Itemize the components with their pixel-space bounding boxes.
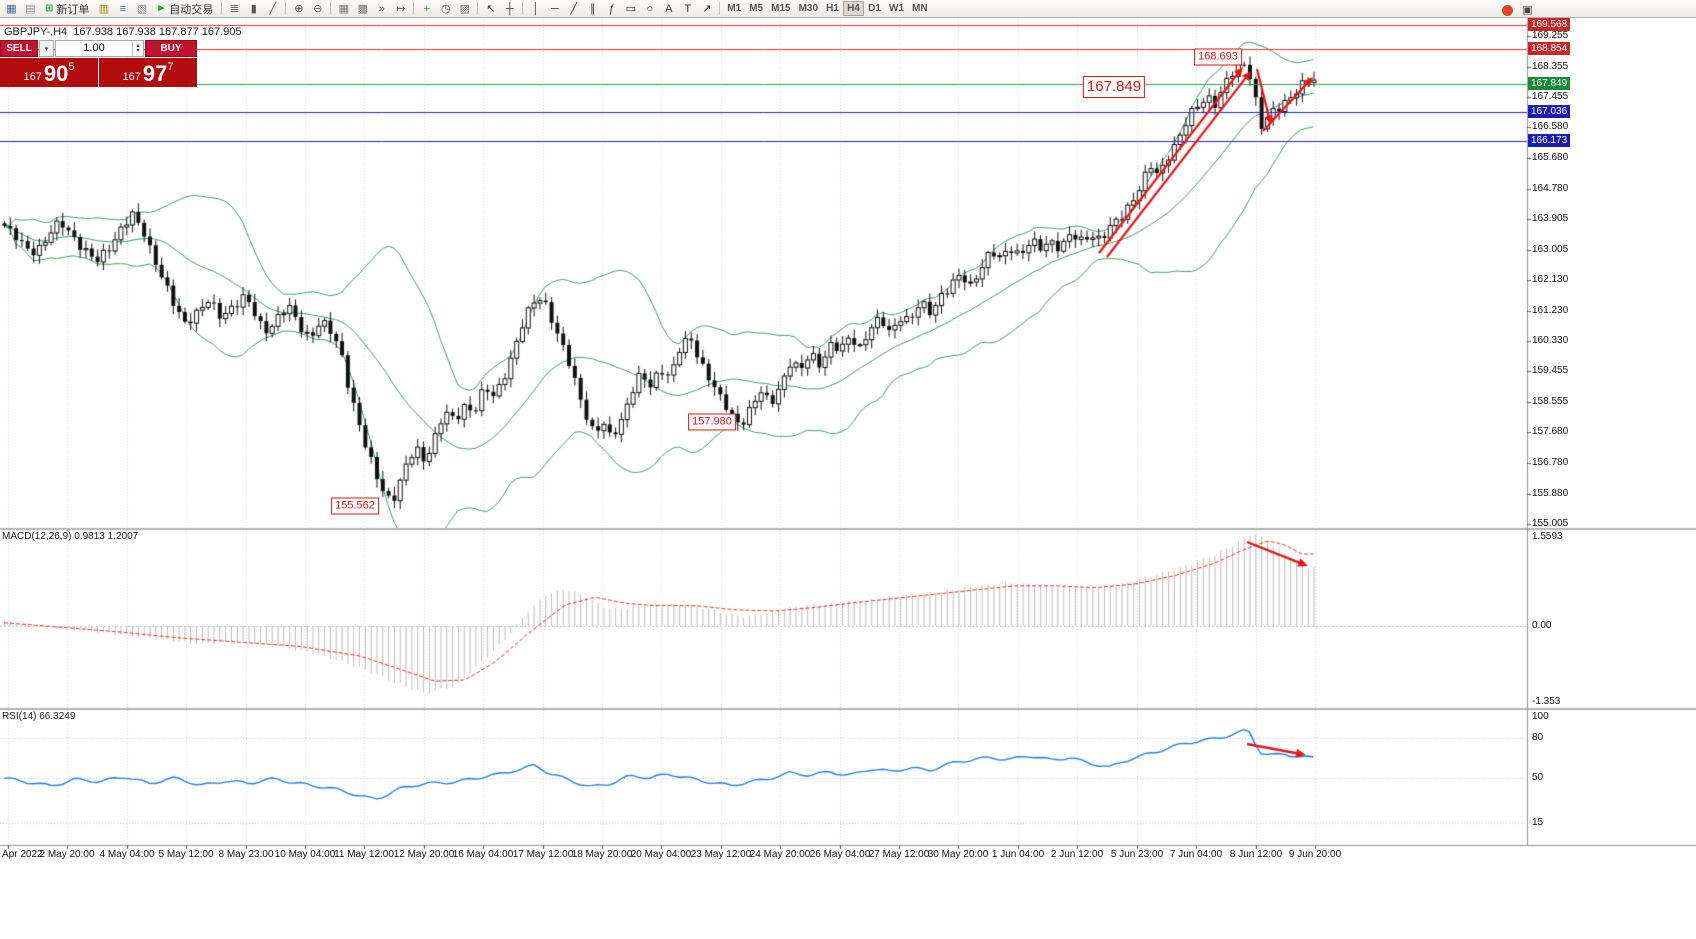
chart-shift-icon[interactable]: ↦	[396, 2, 406, 15]
timeframe-w1-button[interactable]: W1	[885, 1, 908, 16]
toolbar-separator	[522, 2, 524, 15]
market-watch-icon[interactable]: ≡	[119, 2, 127, 15]
layout-icon[interactable]: ▣	[1522, 4, 1533, 16]
sell-price-prefix: 167	[23, 71, 42, 83]
crosshair-icon[interactable]: ┼	[505, 2, 514, 15]
cursor-icon[interactable]: ↖	[486, 2, 496, 15]
timeframe-m30-button[interactable]: M30	[795, 1, 822, 16]
line-chart-icon[interactable]: ╱	[269, 2, 277, 15]
auto-scroll-icon[interactable]: »	[378, 2, 385, 15]
autotrading-icon: ►	[156, 3, 167, 14]
price-annotation[interactable]: 157.980	[688, 413, 736, 431]
cascade-windows-icon[interactable]: ▩	[357, 2, 368, 15]
sell-button[interactable]: SELL	[0, 40, 38, 57]
rsi-label: RSI(14) 66.3249	[2, 711, 76, 722]
profile-icon[interactable]: ▤	[25, 2, 36, 15]
timeframe-m15-button[interactable]: M15	[767, 1, 794, 16]
trade-options-dropdown[interactable]: ▾	[39, 40, 54, 57]
price-annotation[interactable]: 155.562	[331, 497, 379, 515]
channel-icon[interactable]: ∥	[590, 2, 596, 15]
buy-price-sup: 7	[167, 61, 174, 73]
buy-price-display[interactable]: 167 97 7	[99, 58, 197, 87]
volume-value: 1.00	[83, 42, 105, 54]
stepper-up-icon[interactable]: ▴	[136, 42, 140, 49]
symbol-ohlc-header: GBPJPY-,H4 167.938 167.938 167.877 167.9…	[4, 26, 242, 38]
timeframe-h1-button[interactable]: H1	[822, 1, 843, 16]
vertical-line-icon[interactable]: │	[532, 2, 540, 15]
price-annotation[interactable]: 167.849	[1082, 76, 1146, 98]
timeframe-h4-button[interactable]: H4	[843, 1, 865, 16]
one-click-trading-panel: SELL ▾ 1.00 ▴ ▾ BUY 167 90 5 167 97 7	[0, 40, 197, 87]
stepper-down-icon[interactable]: ▾	[136, 47, 140, 54]
sell-price-display[interactable]: 167 90 5	[0, 58, 98, 87]
navigator-icon[interactable]: ▧	[136, 2, 148, 15]
periods-icon[interactable]: ◷	[440, 2, 451, 15]
bar-chart-icon[interactable]: ≣	[230, 2, 240, 15]
toolbar-separator	[719, 2, 721, 15]
price-annotation[interactable]: 168.693	[1194, 48, 1242, 66]
text-label-icon[interactable]: T	[684, 2, 692, 15]
templates-icon[interactable]: ▨	[459, 2, 470, 15]
buy-price-main: 97	[142, 61, 168, 86]
fibonacci-icon[interactable]: ƒ	[608, 2, 615, 15]
toolbar-separator	[221, 2, 223, 15]
shapes-icon[interactable]: ▭	[625, 2, 636, 15]
timeframe-d1-button[interactable]: D1	[864, 1, 885, 16]
ellipse-icon[interactable]: ○	[646, 2, 654, 15]
text-icon[interactable]: A	[665, 2, 673, 15]
toolbar-separator	[477, 2, 479, 15]
tile-windows-icon[interactable]: ▦	[338, 2, 349, 15]
chart-window-icon[interactable]: ▦	[6, 2, 17, 15]
zoom-in-icon[interactable]: ⊕	[294, 2, 304, 15]
autotrading-button[interactable]: ► 自动交易	[151, 1, 218, 17]
timeframe-m1-button[interactable]: M1	[723, 1, 745, 16]
horizontal-line-icon[interactable]: ─	[550, 2, 559, 15]
chevron-down-icon: ▾	[44, 45, 49, 53]
timeframe-mn-button[interactable]: MN	[908, 1, 932, 16]
time-axis[interactable]	[0, 845, 1527, 869]
toolbar-separator	[285, 2, 287, 15]
sell-price-sup: 5	[68, 61, 75, 73]
zoom-out-icon[interactable]: ⊖	[313, 2, 323, 15]
candlestick-chart-icon[interactable]: ▮	[250, 2, 257, 15]
toolbar: ▣ ▦ ▤ ⊞ 新订单 ▥ ≡ ▧ ► 自动交易 ≣ ▮ ╱ ⊕ ⊖ ▦ ▩ » ↦ + ◷ ▨ ↖ ┼ │ ─ ╱ ∥ ƒ ▭ ○ A T ↗…	[0, 0, 1696, 18]
buy-price-prefix: 167	[122, 71, 141, 83]
connection-status-icon[interactable]	[1502, 4, 1513, 16]
chart-list-icon[interactable]: ▥	[98, 2, 110, 15]
toolbar-right-cluster: ▣	[1502, 2, 1537, 18]
toolbar-separator	[330, 2, 332, 15]
trendline-icon[interactable]: ╱	[570, 2, 578, 15]
buy-button[interactable]: BUY	[145, 40, 197, 57]
new-order-icon: ⊞	[45, 3, 54, 14]
price-axis[interactable]	[1527, 18, 1587, 845]
indicators-add-icon[interactable]: +	[423, 2, 431, 15]
new-order-button[interactable]: ⊞ 新订单	[40, 1, 94, 17]
sell-price-main: 90	[43, 61, 69, 86]
toolbar-separator	[413, 2, 415, 15]
arrows-tool-icon[interactable]: ↗	[702, 2, 712, 15]
volume-stepper[interactable]: ▴ ▾	[132, 41, 143, 56]
timeframe-m5-button[interactable]: M5	[745, 1, 767, 16]
volume-field[interactable]: 1.00 ▴ ▾	[55, 40, 144, 57]
macd-label: MACD(12,26,9) 0.9813 1.2007	[2, 531, 139, 542]
